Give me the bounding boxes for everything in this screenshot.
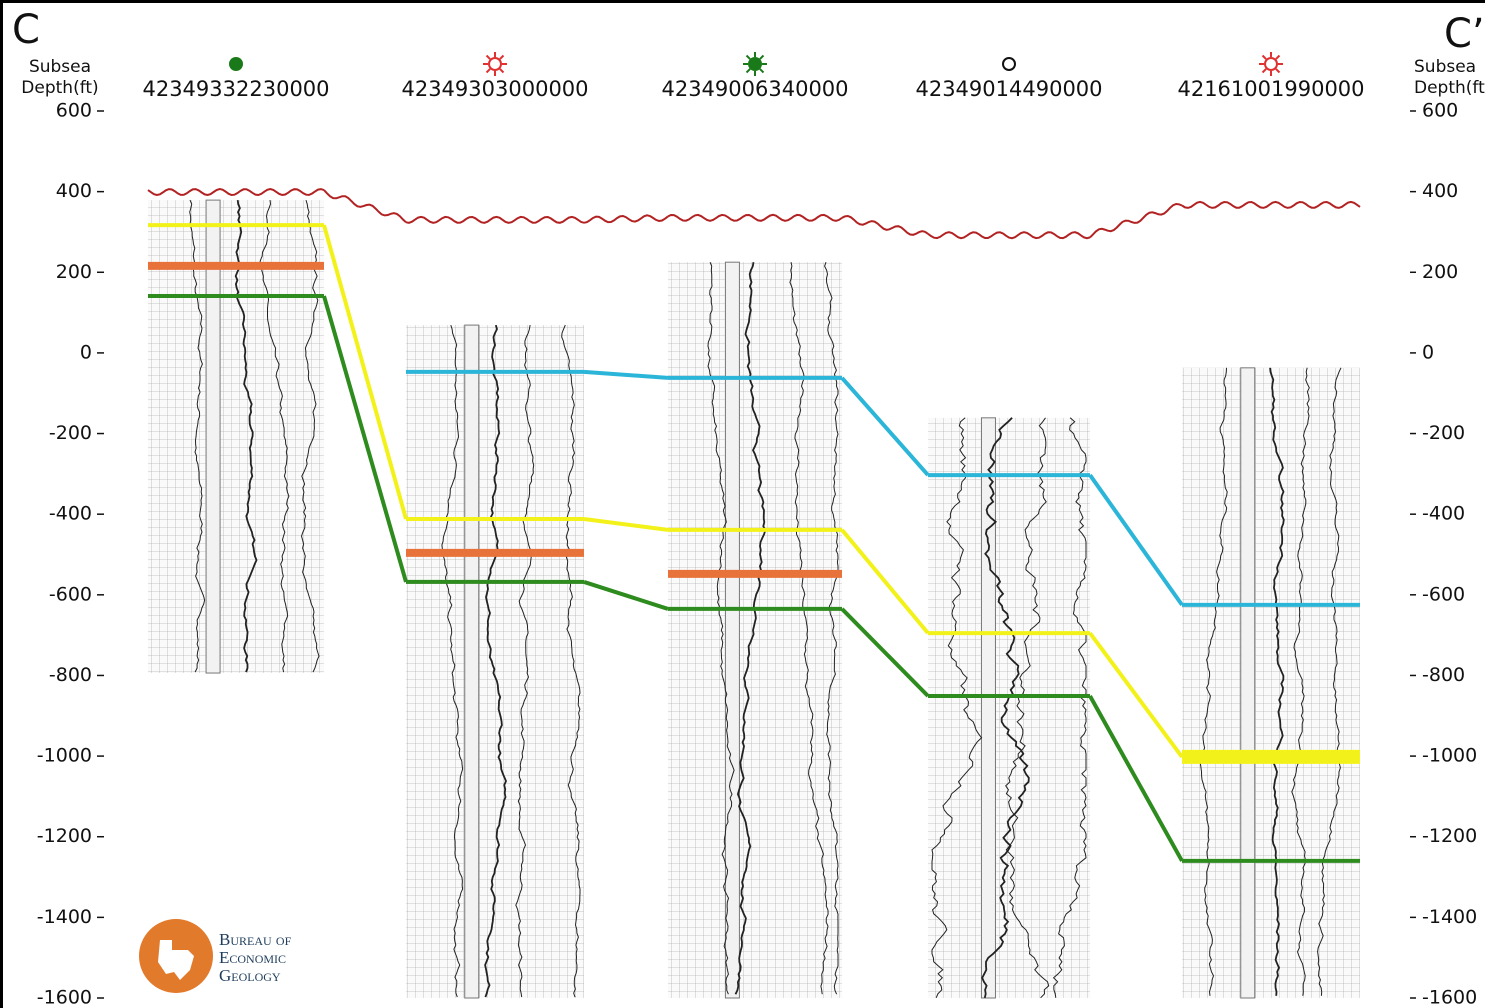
- log-depth-column: [1241, 368, 1255, 998]
- axis-label: Subsea: [29, 57, 91, 77]
- well-symbol: [1265, 58, 1277, 70]
- corner-label: C: [12, 7, 40, 53]
- well-symbol-ray: [1276, 56, 1280, 60]
- y-tick-label: -1200: [37, 825, 92, 847]
- well-symbol-ray: [747, 56, 751, 60]
- y-tick-label: -1600: [37, 987, 92, 1008]
- log-track: [928, 418, 1090, 998]
- y-tick-label: -1000: [37, 745, 92, 767]
- cross-section: C C’ Subsea Depth(ft) Subsea Depth(ft) 6…: [0, 0, 1485, 1008]
- logo-text: Bureau of: [219, 930, 292, 949]
- axis-label: Depth(ft): [1414, 78, 1485, 98]
- surface-line: [842, 216, 928, 235]
- horizon-connector: [584, 519, 668, 530]
- corner-label: C’: [1444, 11, 1485, 57]
- y-tick-label: 400: [1422, 180, 1458, 202]
- y-tick-label: 600: [56, 100, 92, 122]
- logo-text: Economic: [219, 948, 286, 967]
- y-tick-label: -600: [1422, 583, 1465, 605]
- logo: Bureau of Economic Geology: [139, 919, 292, 993]
- well-symbol: [229, 57, 243, 71]
- well-id: 42349014490000: [915, 77, 1102, 101]
- y-tick-label: -1600: [1422, 987, 1477, 1008]
- axis-label: Subsea: [1414, 57, 1476, 77]
- logo-text: Geology: [219, 966, 281, 985]
- y-tick-label: -800: [49, 664, 92, 686]
- well-symbol-ray: [760, 69, 764, 73]
- well-symbol: [489, 58, 501, 70]
- well-symbol-ray: [1263, 56, 1267, 60]
- y-tick-label: -800: [1422, 664, 1465, 686]
- well-id: 42349303000000: [401, 77, 588, 101]
- y-tick-label: -1200: [1422, 825, 1477, 847]
- y-tick-label: -1400: [37, 906, 92, 928]
- log-track: [668, 262, 842, 998]
- log-depth-column: [206, 200, 220, 673]
- y-tick-label: 600: [1422, 100, 1458, 122]
- horizon-connector: [584, 372, 668, 378]
- surface-line: [148, 189, 324, 195]
- surface-line: [324, 190, 406, 222]
- axis-label: Depth(ft): [21, 78, 98, 98]
- well-id: 42349332230000: [142, 77, 329, 101]
- well-symbol-ray: [747, 69, 751, 73]
- y-tick-label: -400: [1422, 503, 1465, 525]
- y-tick-label: 0: [80, 341, 92, 363]
- horizon-connector: [324, 296, 406, 582]
- horizon-connector: [842, 530, 928, 633]
- well-symbol-ray: [500, 56, 504, 60]
- y-tick-label: 0: [1422, 341, 1434, 363]
- horizon-connector: [1090, 475, 1182, 605]
- y-tick-label: -400: [49, 503, 92, 525]
- horizon-connector: [1090, 696, 1182, 861]
- y-tick-label: -200: [49, 422, 92, 444]
- surface-line: [928, 232, 1090, 238]
- well-symbol-ray: [1263, 69, 1267, 73]
- horizon-connector: [584, 582, 668, 609]
- y-tick-label: 200: [56, 261, 92, 283]
- y-tick-label: 200: [1422, 261, 1458, 283]
- horizon-connector: [1090, 633, 1182, 757]
- surface-line: [406, 217, 584, 223]
- well-symbol-ray: [487, 56, 491, 60]
- well-symbol-ray: [487, 69, 491, 73]
- y-tick-label: -600: [49, 583, 92, 605]
- surface-line: [584, 215, 668, 223]
- log-depth-column: [465, 325, 479, 998]
- horizon-connector: [324, 225, 406, 519]
- horizon-connector: [842, 609, 928, 696]
- log-track: [148, 200, 324, 673]
- surface-line: [1090, 204, 1182, 237]
- surface-line: [668, 215, 842, 221]
- well-id: 42161001990000: [1177, 77, 1364, 101]
- well-symbol-ray: [760, 56, 764, 60]
- well-symbol-ray: [1276, 69, 1280, 73]
- y-tick-label: -1400: [1422, 906, 1477, 928]
- y-tick-label: -200: [1422, 422, 1465, 444]
- surface-line: [1182, 202, 1360, 208]
- well-symbol: [1003, 58, 1015, 70]
- well-symbol-ray: [500, 69, 504, 73]
- well-id: 42349006340000: [661, 77, 848, 101]
- well-symbol: [749, 58, 761, 70]
- horizon-connector: [842, 378, 928, 475]
- log-depth-column: [725, 262, 739, 998]
- y-tick-label: -1000: [1422, 745, 1477, 767]
- y-tick-label: 400: [56, 180, 92, 202]
